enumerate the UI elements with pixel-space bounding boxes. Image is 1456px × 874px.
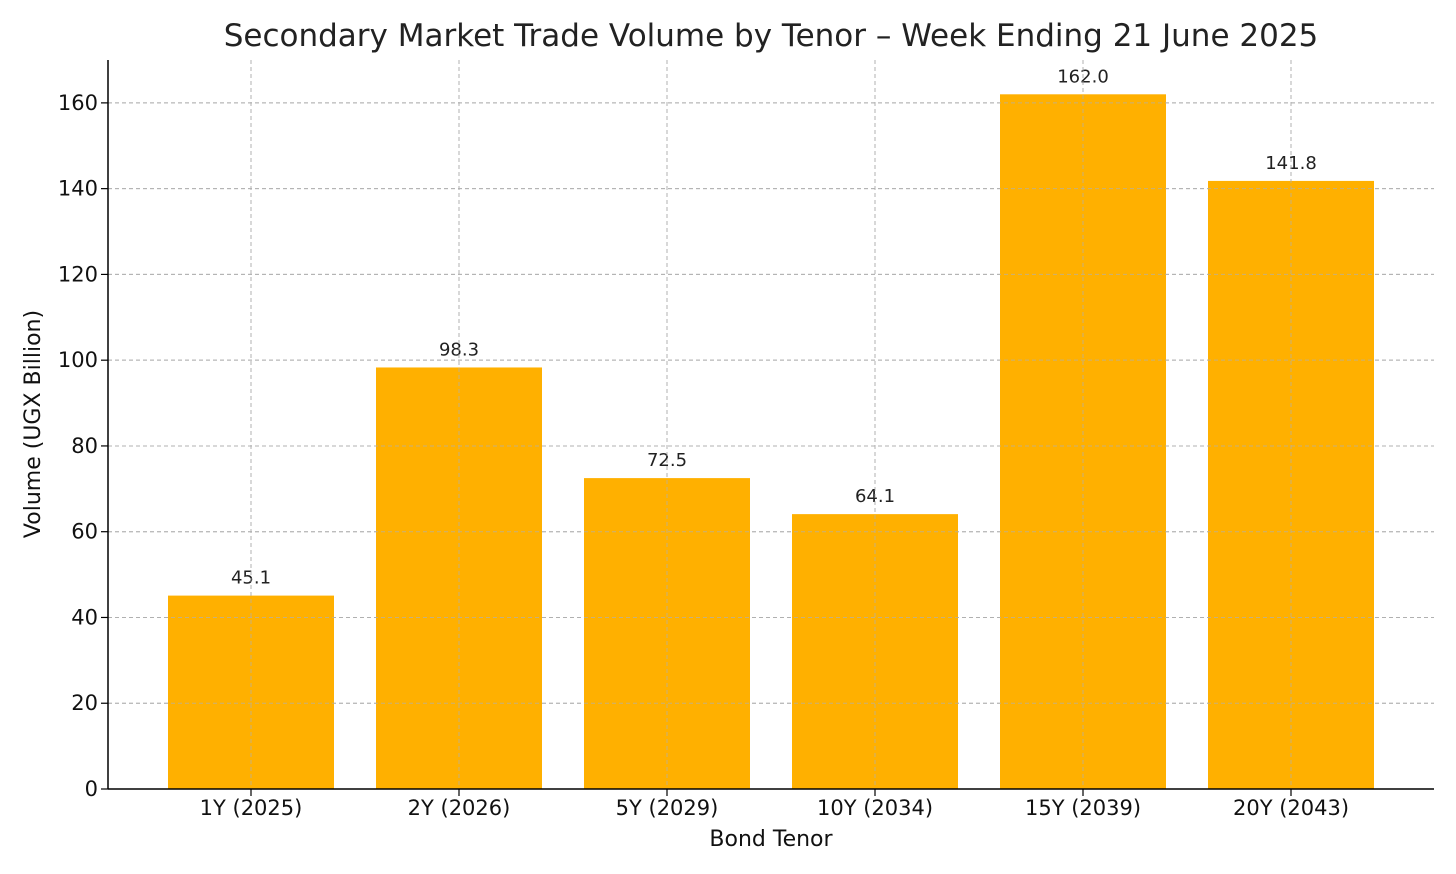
x-tick-label: 5Y (2029) — [616, 796, 719, 820]
y-tick-label: 100 — [58, 348, 98, 372]
y-axis-ticks: 0 20 40 60 80 100 120 140 160 — [58, 91, 108, 801]
x-tick-label: 20Y (2043) — [1233, 796, 1349, 820]
x-tick-label: 1Y (2025) — [200, 796, 303, 820]
y-tick-label: 0 — [85, 777, 98, 801]
y-tick-label: 120 — [58, 262, 98, 286]
y-tick-label: 40 — [71, 605, 98, 629]
chart-title: Secondary Market Trade Volume by Tenor –… — [224, 18, 1319, 54]
y-axis-title: Volume (UGX Billion) — [21, 310, 46, 538]
x-tick-label: 10Y (2034) — [817, 796, 933, 820]
x-tick-label: 15Y (2039) — [1025, 796, 1141, 820]
y-tick-label: 80 — [71, 434, 98, 458]
x-axis-title: Bond Tenor — [709, 827, 833, 852]
bar-value-label: 141.8 — [1265, 153, 1317, 174]
y-tick-label: 140 — [58, 177, 98, 201]
x-axis-ticks: 1Y (2025) 2Y (2026) 5Y (2029) 10Y (2034) 15Y… — [200, 789, 1349, 820]
y-tick-label: 160 — [58, 91, 98, 115]
y-tick-label: 60 — [71, 520, 98, 544]
y-tick-label: 20 — [71, 691, 98, 715]
axes — [107, 60, 1434, 790]
bar — [1208, 180, 1374, 790]
x-tick-label: 2Y (2026) — [408, 796, 511, 820]
